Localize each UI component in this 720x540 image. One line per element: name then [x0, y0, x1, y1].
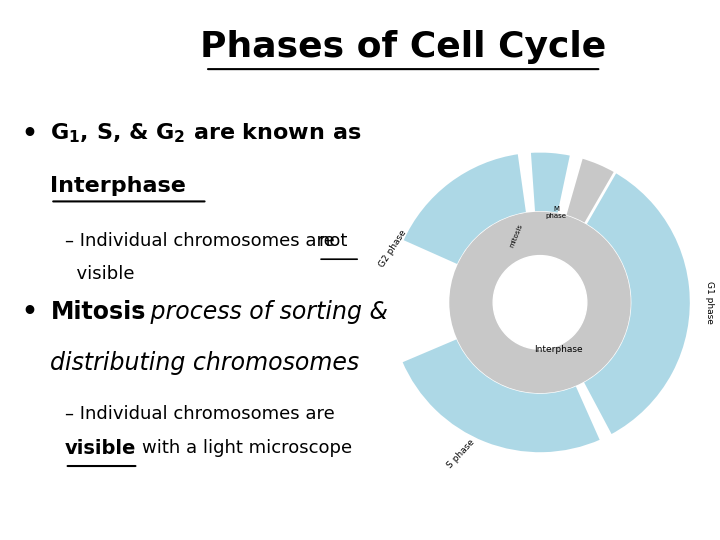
Circle shape: [450, 212, 630, 393]
Text: visible: visible: [65, 265, 135, 282]
Wedge shape: [564, 157, 691, 436]
Text: Mitosis: Mitosis: [50, 300, 145, 323]
Wedge shape: [402, 153, 528, 266]
Text: with a light microscope: with a light microscope: [142, 439, 352, 457]
Text: distributing chromosomes: distributing chromosomes: [50, 351, 359, 375]
Text: Interphase: Interphase: [50, 176, 186, 195]
Text: Phases of Cell Cycle: Phases of Cell Cycle: [200, 30, 606, 64]
Text: Interphase: Interphase: [534, 345, 582, 354]
Text: not: not: [318, 232, 348, 250]
Text: $\mathbf{G_1}$, S, & $\mathbf{G_2}$ are known as: $\mathbf{G_1}$, S, & $\mathbf{G_2}$ are …: [50, 122, 361, 145]
Wedge shape: [564, 157, 616, 225]
Text: G2 phase: G2 phase: [377, 228, 408, 269]
Text: – Individual chromosomes are: – Individual chromosomes are: [65, 405, 335, 423]
Text: M
phase: M phase: [546, 206, 567, 219]
Text: mitosis: mitosis: [509, 223, 524, 248]
Text: S phase: S phase: [445, 437, 477, 470]
Circle shape: [493, 255, 587, 349]
Text: visible: visible: [65, 439, 136, 458]
Text: •: •: [22, 122, 37, 145]
Text: – Individual chromosomes are: – Individual chromosomes are: [65, 232, 341, 250]
Text: •: •: [22, 300, 37, 323]
Text: : process of sorting &: : process of sorting &: [135, 300, 388, 323]
Wedge shape: [529, 151, 572, 214]
Text: G1 phase: G1 phase: [705, 281, 714, 324]
Wedge shape: [401, 338, 601, 454]
